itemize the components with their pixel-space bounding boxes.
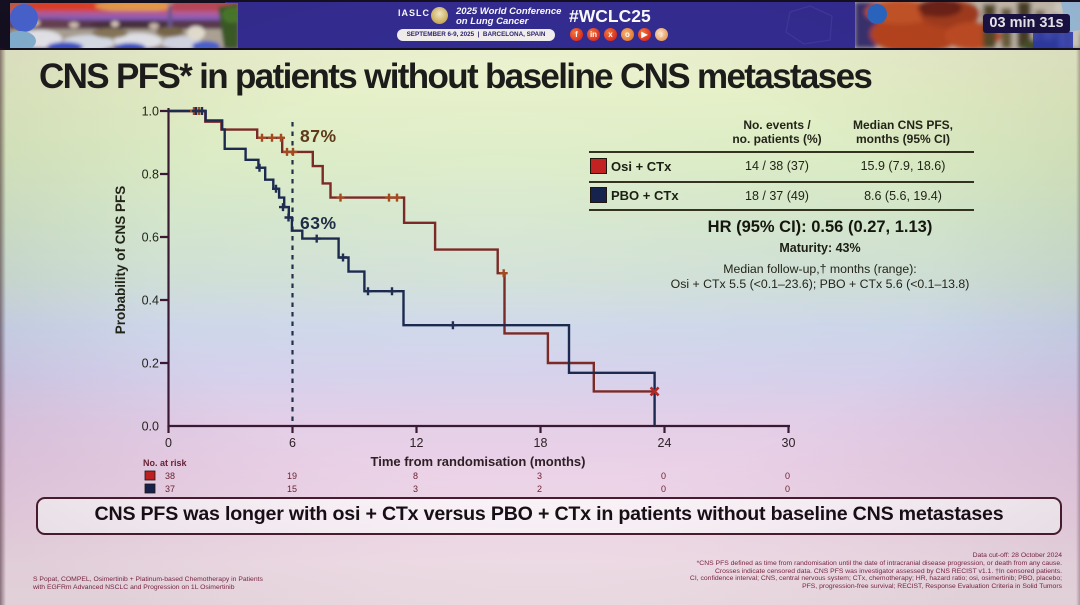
- svg-text:18: 18: [534, 436, 548, 450]
- svg-text:30: 30: [782, 436, 796, 450]
- svg-text:87%: 87%: [300, 126, 337, 146]
- svg-text:0: 0: [785, 484, 790, 494]
- svg-text:15: 15: [287, 484, 297, 494]
- svg-text:8: 8: [413, 471, 418, 481]
- svg-text:0.6: 0.6: [142, 231, 159, 245]
- svg-text:0: 0: [165, 436, 172, 450]
- svg-text:6: 6: [289, 436, 296, 450]
- svg-text:2: 2: [537, 484, 542, 494]
- svg-text:24: 24: [658, 436, 672, 450]
- svg-text:12: 12: [410, 436, 424, 450]
- svg-text:0.8: 0.8: [142, 168, 159, 182]
- svg-text:0.0: 0.0: [142, 420, 159, 434]
- svg-text:Probability of CNS PFS: Probability of CNS PFS: [113, 186, 128, 335]
- svg-text:1.0: 1.0: [142, 105, 159, 119]
- svg-text:0: 0: [661, 471, 666, 481]
- svg-text:0: 0: [661, 484, 666, 494]
- svg-text:No. at risk: No. at risk: [143, 458, 188, 468]
- svg-text:37: 37: [165, 484, 175, 494]
- svg-text:0: 0: [785, 471, 790, 481]
- svg-text:3: 3: [413, 484, 418, 494]
- svg-text:0.2: 0.2: [142, 357, 159, 371]
- svg-text:19: 19: [287, 471, 297, 481]
- svg-text:3: 3: [537, 471, 542, 481]
- svg-text:0.4: 0.4: [142, 294, 159, 308]
- svg-text:Time from randomisation (month: Time from randomisation (months): [371, 454, 586, 469]
- svg-text:63%: 63%: [300, 213, 337, 233]
- svg-text:38: 38: [165, 471, 175, 481]
